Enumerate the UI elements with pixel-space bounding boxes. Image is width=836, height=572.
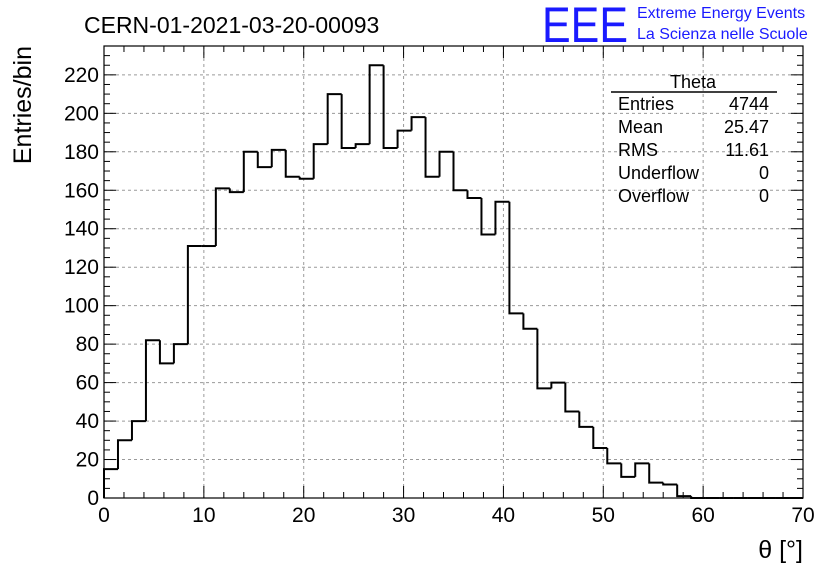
logo-eee-text: EEE — [542, 0, 628, 53]
histogram-bin — [452, 151, 468, 192]
histogram-bin — [564, 382, 580, 413]
histogram-bin — [438, 150, 454, 177]
histogram-bin — [312, 143, 328, 179]
stats-row-value: 0 — [759, 186, 769, 206]
stats-row-label: Mean — [618, 117, 663, 137]
histogram-bin — [144, 339, 160, 422]
histogram-bin — [494, 200, 510, 235]
histogram-bin — [676, 484, 692, 498]
y-tick-label: 100 — [64, 295, 99, 318]
x-axis-label: θ [°] — [758, 536, 803, 564]
histogram-bin — [284, 149, 300, 178]
stats-row-label: Overflow — [618, 186, 690, 206]
histogram-bin — [242, 150, 258, 193]
histogram-bin — [620, 463, 636, 478]
histogram-bin — [158, 340, 174, 365]
histogram-bin — [186, 245, 202, 345]
histogram-bin — [592, 426, 608, 449]
x-tick-label: 40 — [492, 504, 515, 527]
y-tick-label: 120 — [64, 256, 99, 279]
y-tick-label: 60 — [76, 372, 99, 395]
x-tick-label: 60 — [691, 504, 714, 527]
x-tick-label: 20 — [292, 504, 315, 527]
histogram-bin — [578, 411, 594, 428]
histogram-bin — [103, 468, 118, 498]
y-tick-label: 0 — [87, 487, 99, 510]
stats-row-value: 0 — [759, 163, 769, 183]
stats-box: Theta Entries 4744 Mean 25.47 RMS 11.61 Underf… — [611, 72, 777, 206]
histogram-bin — [354, 143, 370, 148]
stats-row-label: Underflow — [618, 163, 700, 183]
y-tick-label: 20 — [76, 449, 99, 472]
histogram-bin — [270, 148, 286, 168]
histogram-bin — [606, 447, 622, 465]
y-axis-label: Entries/bin — [9, 46, 37, 164]
histogram-series — [103, 64, 803, 499]
histogram-bin — [368, 64, 384, 145]
histogram-bin — [466, 190, 482, 199]
histogram-bin — [256, 151, 272, 169]
y-tick-label: 160 — [64, 179, 99, 202]
y-tick-labels: 0 20 40 60 80 100 120 140 160 180 200 220 — [64, 64, 99, 510]
histogram-bin — [228, 188, 244, 194]
histogram-bin — [550, 381, 566, 389]
eee-logo: EEE Extreme Energy Events La Scienza nel… — [542, 0, 808, 53]
histogram-bin — [326, 93, 342, 145]
histogram-bin — [410, 116, 426, 131]
stats-row-value: 11.61 — [725, 140, 769, 160]
y-tick-label: 40 — [76, 410, 99, 433]
histogram-bin — [340, 94, 356, 149]
histogram-bin — [536, 328, 552, 390]
axis-ticks — [103, 45, 804, 499]
y-tick-label: 220 — [64, 64, 99, 87]
x-tick-label: 70 — [791, 504, 814, 527]
histogram-bin — [214, 187, 230, 247]
logo-line2: La Scienza nelle Scuole — [637, 26, 808, 43]
histogram-bin — [116, 439, 132, 470]
y-tick-label: 180 — [64, 141, 99, 164]
x-tick-label: 50 — [592, 504, 615, 527]
y-tick-label: 140 — [64, 218, 99, 241]
histogram-bin — [130, 420, 146, 441]
stats-row-label: Entries — [618, 94, 674, 114]
histogram-bin — [424, 117, 440, 178]
x-tick-label: 30 — [392, 504, 415, 527]
chart-title: CERN-01-2021-03-20-00093 — [84, 12, 379, 38]
histogram-bin — [508, 201, 524, 315]
histogram-bin — [522, 313, 538, 330]
y-tick-label: 200 — [64, 102, 99, 125]
histogram-bin — [298, 176, 314, 180]
stats-row-label: RMS — [618, 140, 658, 160]
x-tick-labels: 0 10 20 30 40 50 60 70 — [98, 504, 815, 527]
x-tick-label: 0 — [98, 504, 110, 527]
plot-frame — [103, 45, 804, 499]
histogram-bin — [648, 463, 664, 484]
x-tick-label: 10 — [192, 504, 215, 527]
histogram-bin — [662, 482, 678, 486]
y-tick-label: 80 — [76, 333, 99, 356]
histogram-bin — [480, 197, 496, 236]
histogram-bin — [634, 462, 650, 477]
histogram-bin — [172, 343, 188, 364]
histogram-bin — [396, 129, 412, 148]
stats-row-value: 4744 — [729, 94, 769, 114]
stats-row-value: 25.47 — [724, 117, 769, 137]
stats-box-title: Theta — [670, 72, 717, 92]
grid-lines — [104, 46, 803, 498]
logo-line1: Extreme Energy Events — [637, 5, 805, 22]
histogram-bin — [382, 65, 398, 149]
